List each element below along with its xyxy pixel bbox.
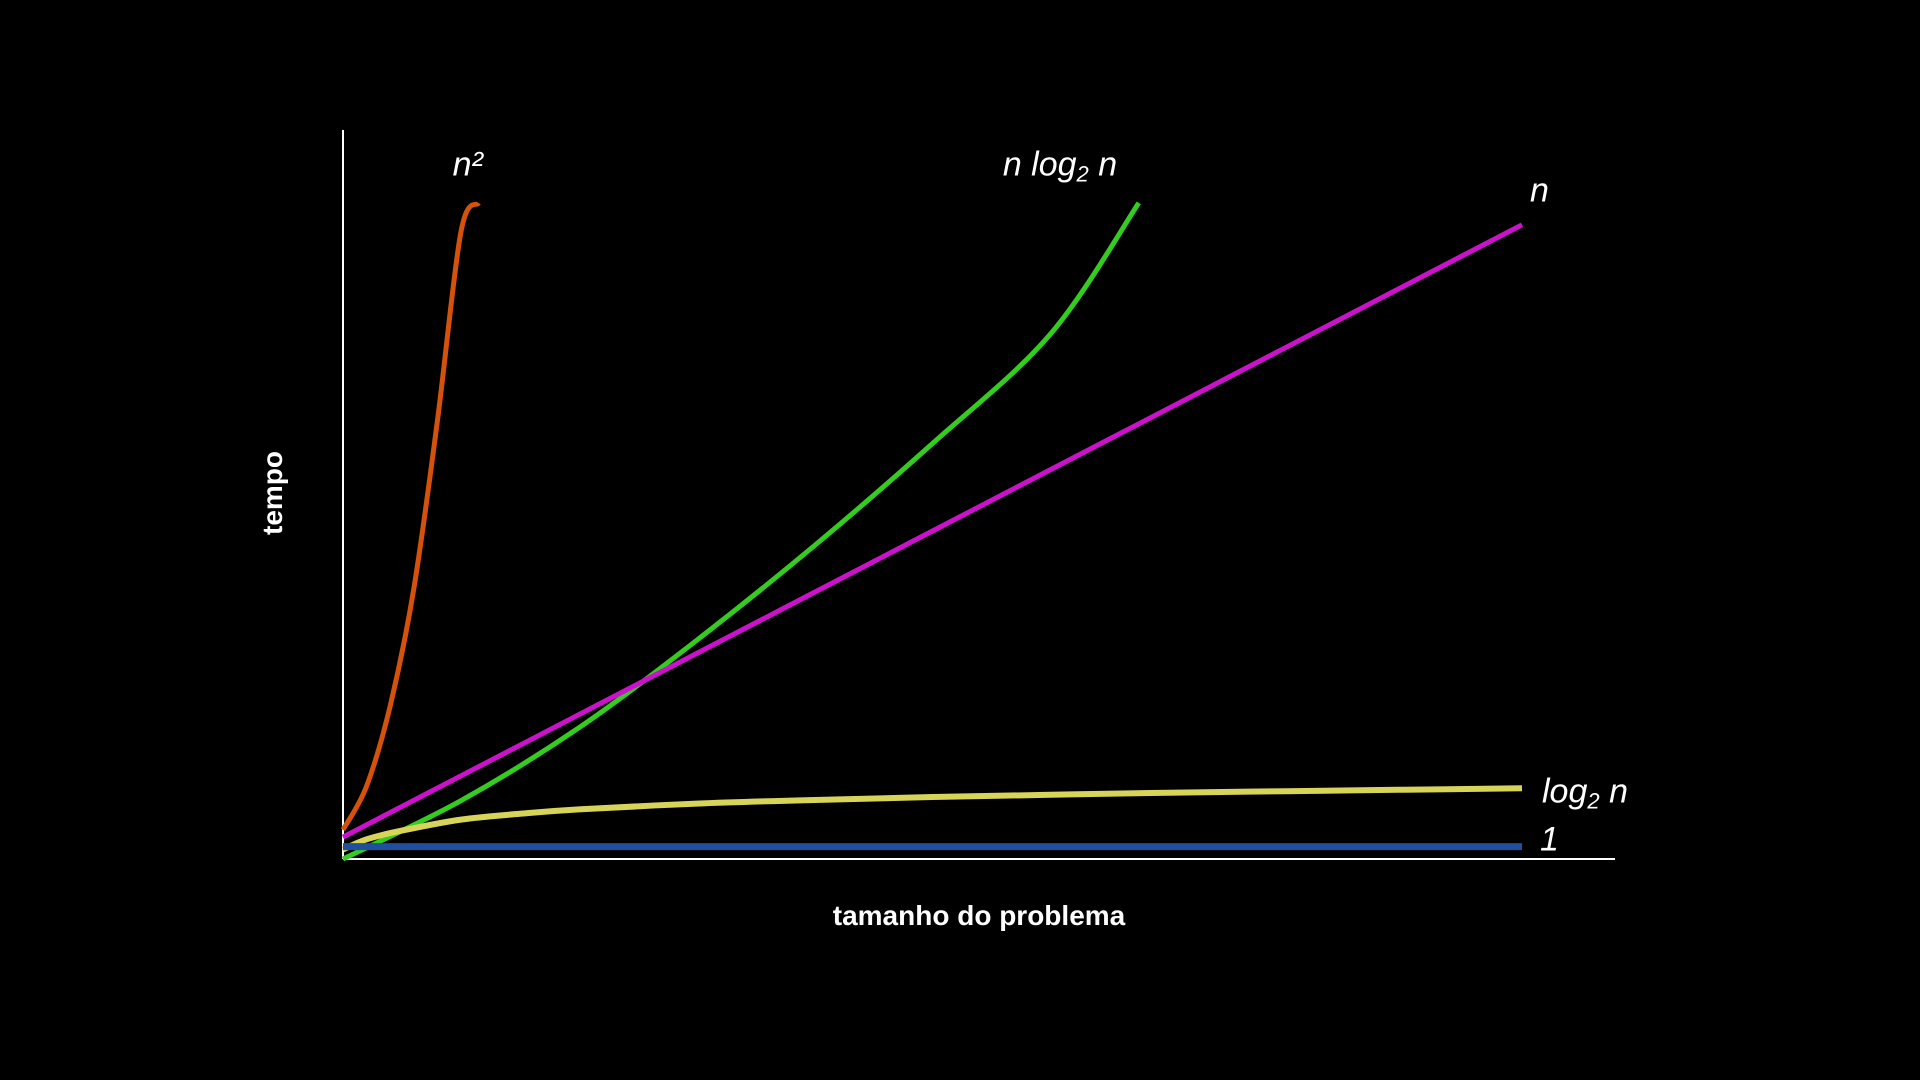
- series-line-1: [340, 201, 481, 832]
- series-label-1: n²: [453, 145, 483, 184]
- series-label-2: n log2 n: [1002, 145, 1118, 187]
- series-line-2: [341, 201, 1141, 862]
- series-label-part: n log: [1002, 145, 1077, 184]
- series-label-5: 1: [1540, 820, 1559, 859]
- series-line-4: [341, 785, 1523, 853]
- series-label-part: 2: [1587, 788, 1600, 814]
- y-axis-title: tempo: [257, 451, 288, 535]
- series-label-part: 2: [1076, 161, 1089, 187]
- series-label-part: log: [1542, 772, 1588, 811]
- series-label-part: n: [1530, 171, 1549, 210]
- series-line-3: [341, 222, 1524, 840]
- series-label-part: n: [1599, 772, 1628, 811]
- series-label-part: n²: [452, 145, 483, 184]
- series-label-3: n: [1530, 171, 1549, 210]
- x-axis-title: tamanho do problema: [832, 900, 1126, 931]
- series-label-4: log2 n: [1542, 772, 1628, 814]
- series-label-part: 1: [1540, 820, 1559, 859]
- series-layer: [340, 201, 1524, 862]
- series-label-part: n: [1088, 145, 1118, 184]
